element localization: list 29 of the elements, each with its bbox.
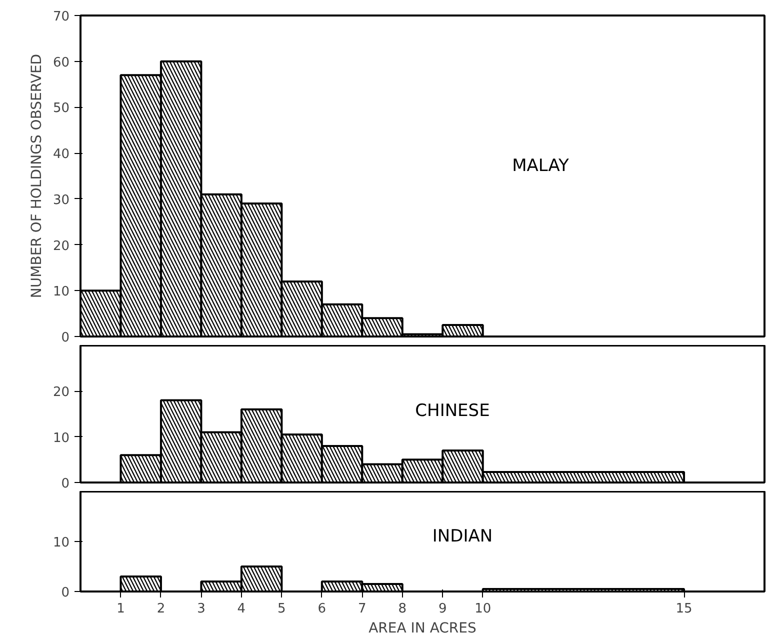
y-tick-label: 10 — [52, 284, 70, 300]
text: MALAY — [512, 156, 570, 176]
y-tick-label: 50 — [52, 101, 70, 116]
series-label: CHINESE — [415, 400, 490, 421]
text: INDIAN — [432, 526, 493, 546]
x-tick-label: 3 — [197, 602, 206, 616]
y-axis-title: NUMBER OF HOLDINGS OBSERVED — [28, 54, 45, 298]
y-tick-label: 20 — [52, 238, 70, 254]
y-tick-label: 70 — [52, 10, 70, 24]
y-tick-label: 30 — [52, 192, 70, 208]
x-tick-label: 1 — [116, 602, 125, 616]
x-tick-label: 9 — [438, 602, 447, 616]
x-tick-label: 7 — [358, 602, 366, 616]
x-tick-label: 15 — [676, 602, 692, 616]
y-tick-label: 20 — [52, 385, 70, 400]
x-axis-title: AREA IN ACRES — [368, 620, 477, 636]
x-tick-label: 8 — [398, 602, 407, 616]
y-tick-label: 0 — [61, 476, 70, 492]
y-tick-label: 0 — [61, 586, 70, 600]
x-tick-label: 2 — [156, 602, 166, 616]
y-tick-label: 10 — [52, 430, 70, 446]
y-tick-label: 40 — [52, 147, 70, 162]
y-tick-label: 10 — [52, 536, 70, 550]
x-tick-label: 4 — [237, 602, 246, 616]
x-tick-label: 6 — [318, 602, 326, 616]
y-tick-label: 60 — [52, 55, 70, 70]
x-tick-label: 10 — [474, 602, 492, 616]
x-tick-label: 5 — [278, 602, 286, 616]
y-tick-label: 0 — [61, 330, 70, 346]
